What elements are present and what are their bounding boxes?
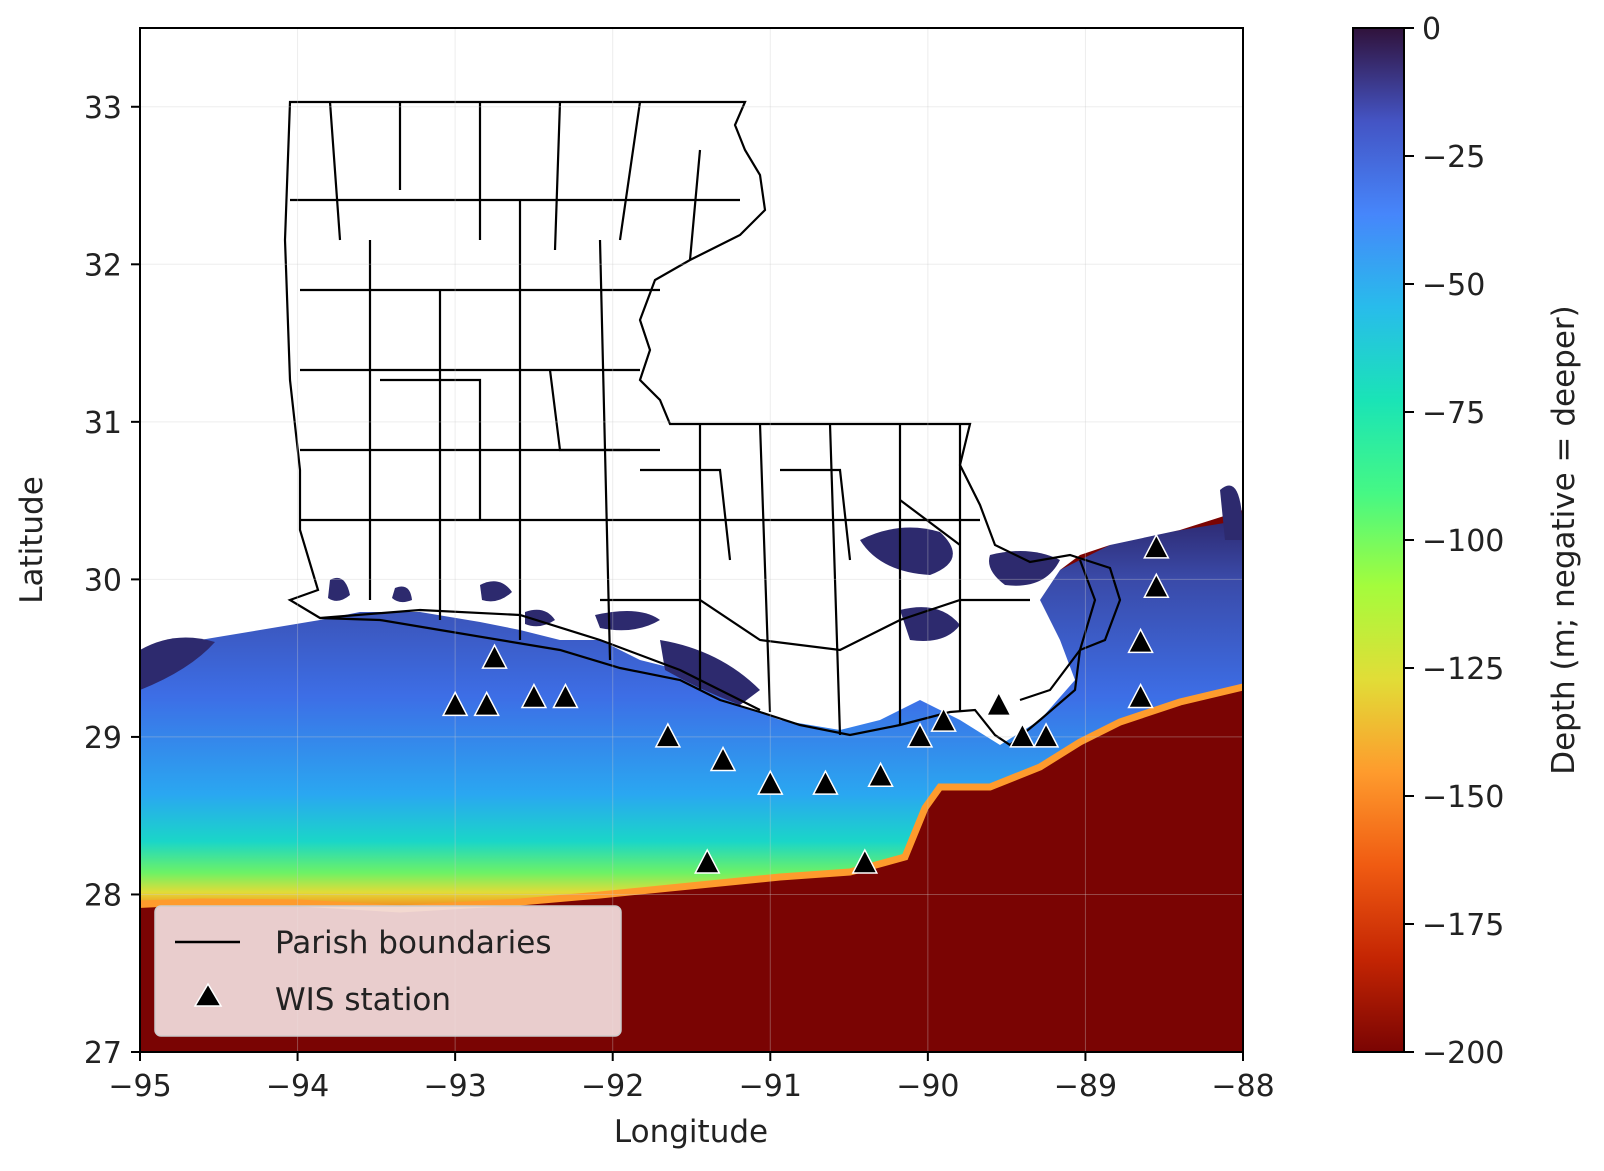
colorbar-tick-label: −175 [1422,908,1504,943]
y-tick-label: 27 [84,1036,122,1071]
wis-stations [441,533,1170,874]
state-outline [283,100,1122,747]
wis-station-marker [1032,722,1060,748]
colorbar-tick-label: −25 [1422,140,1485,175]
y-tick-label: 31 [84,406,122,441]
plot-frame [139,27,1244,1053]
x-axis-label: Longitude [614,1114,768,1150]
legend: Parish boundaries WIS station [154,905,622,1037]
land-mass [140,28,1243,745]
colorbar-tick-label: −100 [1422,524,1504,559]
colorbar-tick-label: −75 [1422,396,1485,431]
wis-station-marker [867,761,894,788]
wis-station-marker [1009,722,1036,748]
x-tick-label: −89 [1054,1069,1117,1104]
x-tick-label: −90 [896,1069,959,1104]
y-tick-label: 33 [84,91,122,126]
wis-station-marker [481,643,508,669]
wis-station-marker [709,745,737,772]
wis-station-marker [851,848,879,874]
colorbar-gradient [1352,27,1405,1053]
y-tick-label: 28 [84,878,122,913]
colorbar: 0 −25 −50 −75 −100 −125 −150 −175 −200 Depth (m;… [1352,12,1582,1071]
x-axis-ticks: −95 −94 −93 −92 −91 −90 −89 −88 [108,1052,1275,1104]
colorbar-ticks: 0 −25 −50 −75 −100 −125 −150 −175 −200 [1404,12,1504,1071]
wis-station-marker [473,690,500,717]
grid-lines [140,28,1243,1052]
x-tick-label: −95 [108,1069,171,1104]
legend-triangle-symbol [193,982,223,1007]
y-tick-label: 29 [84,721,122,756]
legend-label-station: WIS station [275,982,451,1018]
colorbar-tick-label: −125 [1422,652,1504,687]
y-tick-label: 32 [84,248,122,283]
wis-station-marker [1127,627,1154,654]
x-tick-label: −91 [739,1069,802,1104]
legend-box [154,905,622,1037]
x-tick-label: −94 [266,1069,329,1104]
parish-boundaries [283,100,1122,747]
x-tick-label: −92 [581,1069,644,1104]
colorbar-tick-label: −150 [1422,780,1504,815]
wis-station-marker [654,722,682,748]
wis-station-marker [441,690,469,717]
y-axis-ticks: 27 28 29 30 31 32 33 [84,91,140,1071]
inland-water [140,485,1243,705]
wis-station-marker [552,682,579,709]
wis-station-marker [757,769,784,795]
wis-station-marker [1127,682,1154,709]
colorbar-tick-label: −200 [1422,1036,1504,1071]
y-axis-label: Latitude [14,476,50,604]
wis-station-marker [694,848,721,874]
wis-station-marker [985,690,1013,717]
shelf-bathymetry [140,520,1243,912]
wis-station-marker [906,722,934,748]
legend-label-parish: Parish boundaries [275,925,552,961]
wis-station-marker [520,682,548,709]
wis-station-marker [1143,572,1170,599]
wis-station-marker [930,706,957,732]
y-tick-label: 30 [84,563,122,598]
x-tick-label: −88 [1211,1069,1274,1104]
colorbar-tick-label: 0 [1422,12,1441,47]
colorbar-label: Depth (m; negative = deeper) [1546,305,1582,775]
colorbar-tick-label: −50 [1422,268,1485,303]
x-tick-label: −93 [423,1069,486,1104]
map-plot-area [139,27,1244,1053]
wis-station-marker [1143,533,1170,559]
wis-station-marker [812,769,839,795]
